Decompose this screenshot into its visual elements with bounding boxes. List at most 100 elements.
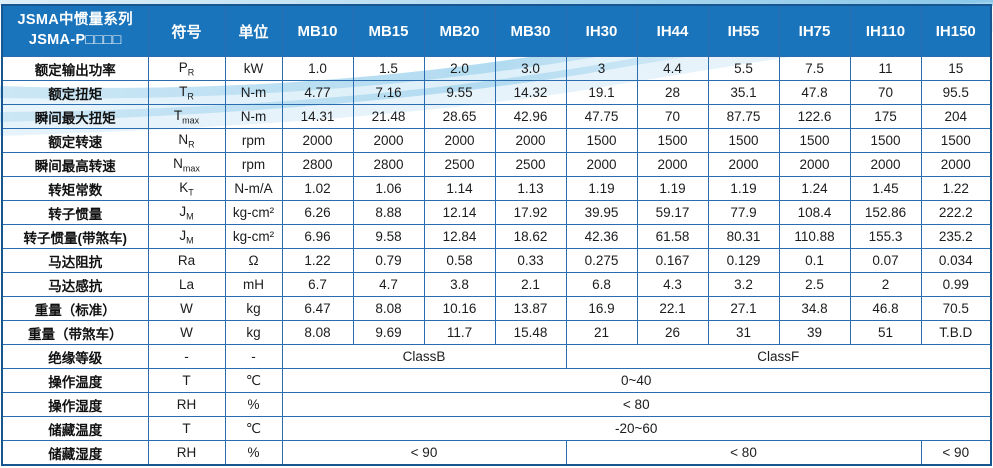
value-cell: 12.84 bbox=[423, 224, 496, 249]
value-cell: 2000 bbox=[778, 152, 851, 177]
symbol-subscript: T bbox=[188, 187, 194, 198]
value-cell: 2 bbox=[849, 272, 922, 297]
row-label: 操作温度 bbox=[1, 368, 149, 393]
symbol-base: T bbox=[182, 373, 191, 388]
value-cell: 1.13 bbox=[494, 176, 567, 201]
column-header-mb15: MB15 bbox=[352, 4, 425, 57]
value-cell: 1500 bbox=[778, 128, 851, 153]
value-cell: 70 bbox=[636, 104, 709, 129]
value-cell: 8.08 bbox=[352, 296, 425, 321]
value-cell: 14.31 bbox=[281, 104, 354, 129]
value-cell: 110.88 bbox=[778, 224, 851, 249]
row-label: 转矩常数 bbox=[1, 176, 149, 201]
table-row: 马达阻抗 Ra Ω 1.22 0.79 0.58 0.33 0.275 0.167 0.129 0.… bbox=[1, 248, 992, 273]
table-title: JSMA中惯量系列 JSMA-P□□□□ bbox=[1, 4, 149, 57]
value-cell: 155.3 bbox=[849, 224, 922, 249]
unit-cell: kg-cm² bbox=[224, 224, 283, 249]
value-cell: 35.1 bbox=[707, 80, 780, 105]
column-header-ih150: IH150 bbox=[920, 4, 992, 57]
value-cell: 9.69 bbox=[352, 320, 425, 345]
value-cell: 61.58 bbox=[636, 224, 709, 249]
value-cell: 122.6 bbox=[778, 104, 851, 129]
unit-cell: kg bbox=[224, 320, 283, 345]
row-label: 马达阻抗 bbox=[1, 248, 149, 273]
merged-value-cell: ClassF bbox=[565, 344, 992, 369]
value-cell: 2.0 bbox=[423, 56, 496, 81]
value-cell: 95.5 bbox=[920, 80, 992, 105]
symbol-base: J bbox=[179, 203, 187, 219]
value-cell: 6.26 bbox=[281, 200, 354, 225]
table-row: 绝缘等级 - - ClassB ClassF bbox=[1, 344, 992, 369]
symbol-subscript: R bbox=[187, 91, 194, 102]
column-header--: 符号 bbox=[147, 4, 226, 57]
symbol-base: - bbox=[184, 349, 189, 364]
table-row: 储藏温度 T ℃ -20~60 bbox=[1, 416, 992, 441]
value-cell: 3.8 bbox=[423, 272, 496, 297]
value-cell: 0.1 bbox=[778, 248, 851, 273]
value-cell: 222.2 bbox=[920, 200, 992, 225]
value-cell: 152.86 bbox=[849, 200, 922, 225]
value-cell: 2800 bbox=[352, 152, 425, 177]
symbol-subscript: M bbox=[186, 235, 194, 246]
value-cell: 2.1 bbox=[494, 272, 567, 297]
table-row: 瞬间最高转速 Nmax rpm 2800 2800 2500 2500 2000 2000 200… bbox=[1, 152, 992, 177]
symbol-base: La bbox=[178, 277, 195, 292]
symbol-base: P bbox=[178, 59, 188, 75]
value-cell: 11 bbox=[849, 56, 922, 81]
row-label: 额定转速 bbox=[1, 128, 149, 153]
value-cell: 70.5 bbox=[920, 296, 992, 321]
merged-value-cell: 0~40 bbox=[281, 368, 992, 393]
symbol-base: RH bbox=[176, 397, 197, 412]
symbol-cell: W bbox=[147, 296, 226, 321]
value-cell: 18.62 bbox=[494, 224, 567, 249]
value-cell: 175 bbox=[849, 104, 922, 129]
value-cell: 9.58 bbox=[352, 224, 425, 249]
value-cell: 1.14 bbox=[423, 176, 496, 201]
value-cell: 77.9 bbox=[707, 200, 780, 225]
row-label: 绝缘等级 bbox=[1, 344, 149, 369]
value-cell: 19.1 bbox=[565, 80, 638, 105]
value-cell: 108.4 bbox=[778, 200, 851, 225]
value-cell: 2000 bbox=[281, 128, 354, 153]
unit-cell: N-m bbox=[224, 104, 283, 129]
merged-value-cell: < 80 bbox=[281, 392, 992, 417]
value-cell: 2500 bbox=[494, 152, 567, 177]
symbol-base: W bbox=[180, 301, 193, 316]
value-cell: 1.19 bbox=[707, 176, 780, 201]
row-label: 操作湿度 bbox=[1, 392, 149, 417]
symbol-base: RH bbox=[176, 445, 197, 460]
value-cell: 0.275 bbox=[565, 248, 638, 273]
symbol-cell: La bbox=[147, 272, 226, 297]
merged-value-cell: < 90 bbox=[920, 440, 992, 466]
symbol-base: Ra bbox=[177, 253, 196, 268]
unit-cell: % bbox=[224, 392, 283, 417]
value-cell: 80.31 bbox=[707, 224, 780, 249]
table-row: 额定输出功率 PR kW 1.0 1.5 2.0 3.0 3 4.4 5.5 7.5 11 15 bbox=[1, 56, 992, 81]
series-title-line1: JSMA中惯量系列 bbox=[17, 12, 133, 29]
unit-cell: Ω bbox=[224, 248, 283, 273]
symbol-cell: NR bbox=[147, 128, 226, 153]
symbol-cell: Tmax bbox=[147, 104, 226, 129]
unit-cell: N-m bbox=[224, 80, 283, 105]
value-cell: 22.1 bbox=[636, 296, 709, 321]
symbol-base: T bbox=[173, 107, 183, 123]
symbol-cell: JM bbox=[147, 200, 226, 225]
value-cell: 204 bbox=[920, 104, 992, 129]
value-cell: 4.3 bbox=[636, 272, 709, 297]
row-label: 重量（标准） bbox=[1, 296, 149, 321]
value-cell: 5.5 bbox=[707, 56, 780, 81]
column-header-ih30: IH30 bbox=[565, 4, 638, 57]
column-header-ih55: IH55 bbox=[707, 4, 780, 57]
column-header--: 单位 bbox=[224, 4, 283, 57]
value-cell: 4.4 bbox=[636, 56, 709, 81]
value-cell: 70 bbox=[849, 80, 922, 105]
value-cell: 9.55 bbox=[423, 80, 496, 105]
value-cell: 39.95 bbox=[565, 200, 638, 225]
unit-cell: kg bbox=[224, 296, 283, 321]
unit-cell: ℃ bbox=[224, 416, 283, 441]
value-cell: 6.47 bbox=[281, 296, 354, 321]
value-cell: 15.48 bbox=[494, 320, 567, 345]
value-cell: 13.87 bbox=[494, 296, 567, 321]
